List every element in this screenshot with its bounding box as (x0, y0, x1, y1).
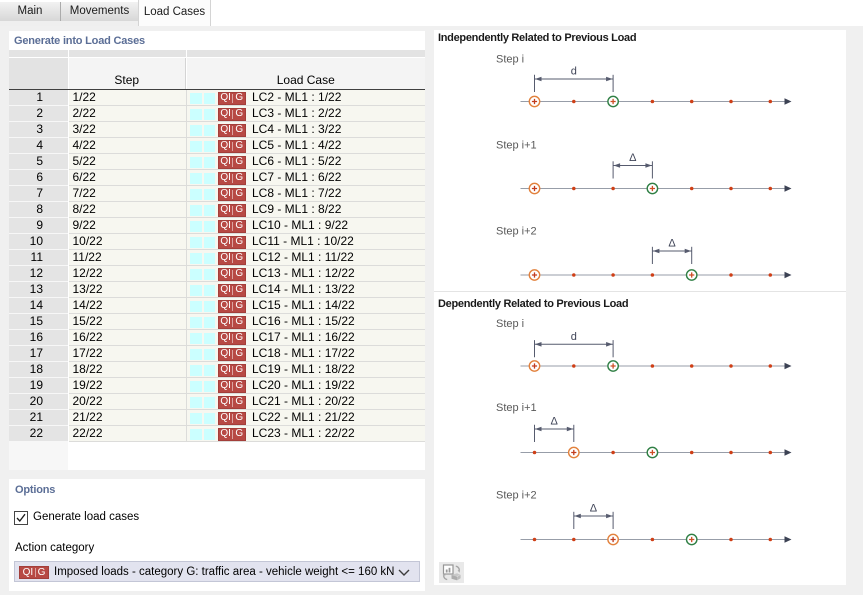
svg-text:Δ: Δ (629, 152, 637, 164)
svg-text:d: d (571, 66, 577, 78)
svg-text:Step i+1: Step i+1 (496, 139, 537, 151)
svg-text:Step i+2: Step i+2 (496, 490, 537, 502)
svg-text:Δ: Δ (590, 503, 598, 515)
svg-text:Step i+1: Step i+1 (496, 402, 537, 414)
svg-text:Step i+2: Step i+2 (496, 226, 537, 238)
svg-text:d: d (571, 331, 577, 343)
svg-text:Step i: Step i (496, 54, 524, 66)
svg-text:Δ: Δ (668, 238, 676, 250)
svg-text:Δ: Δ (550, 416, 558, 428)
svg-text:Step i: Step i (496, 318, 524, 330)
